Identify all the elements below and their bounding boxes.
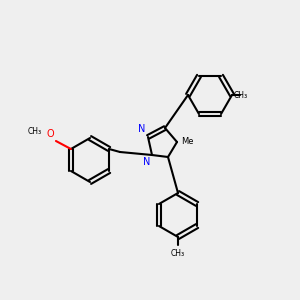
Text: CH₃: CH₃ xyxy=(171,249,185,258)
Text: Me: Me xyxy=(181,136,194,146)
Text: N: N xyxy=(138,124,145,134)
Text: CH₃: CH₃ xyxy=(28,127,42,136)
Text: CH₃: CH₃ xyxy=(234,91,248,100)
Text: N: N xyxy=(142,157,150,167)
Text: O: O xyxy=(46,129,54,139)
